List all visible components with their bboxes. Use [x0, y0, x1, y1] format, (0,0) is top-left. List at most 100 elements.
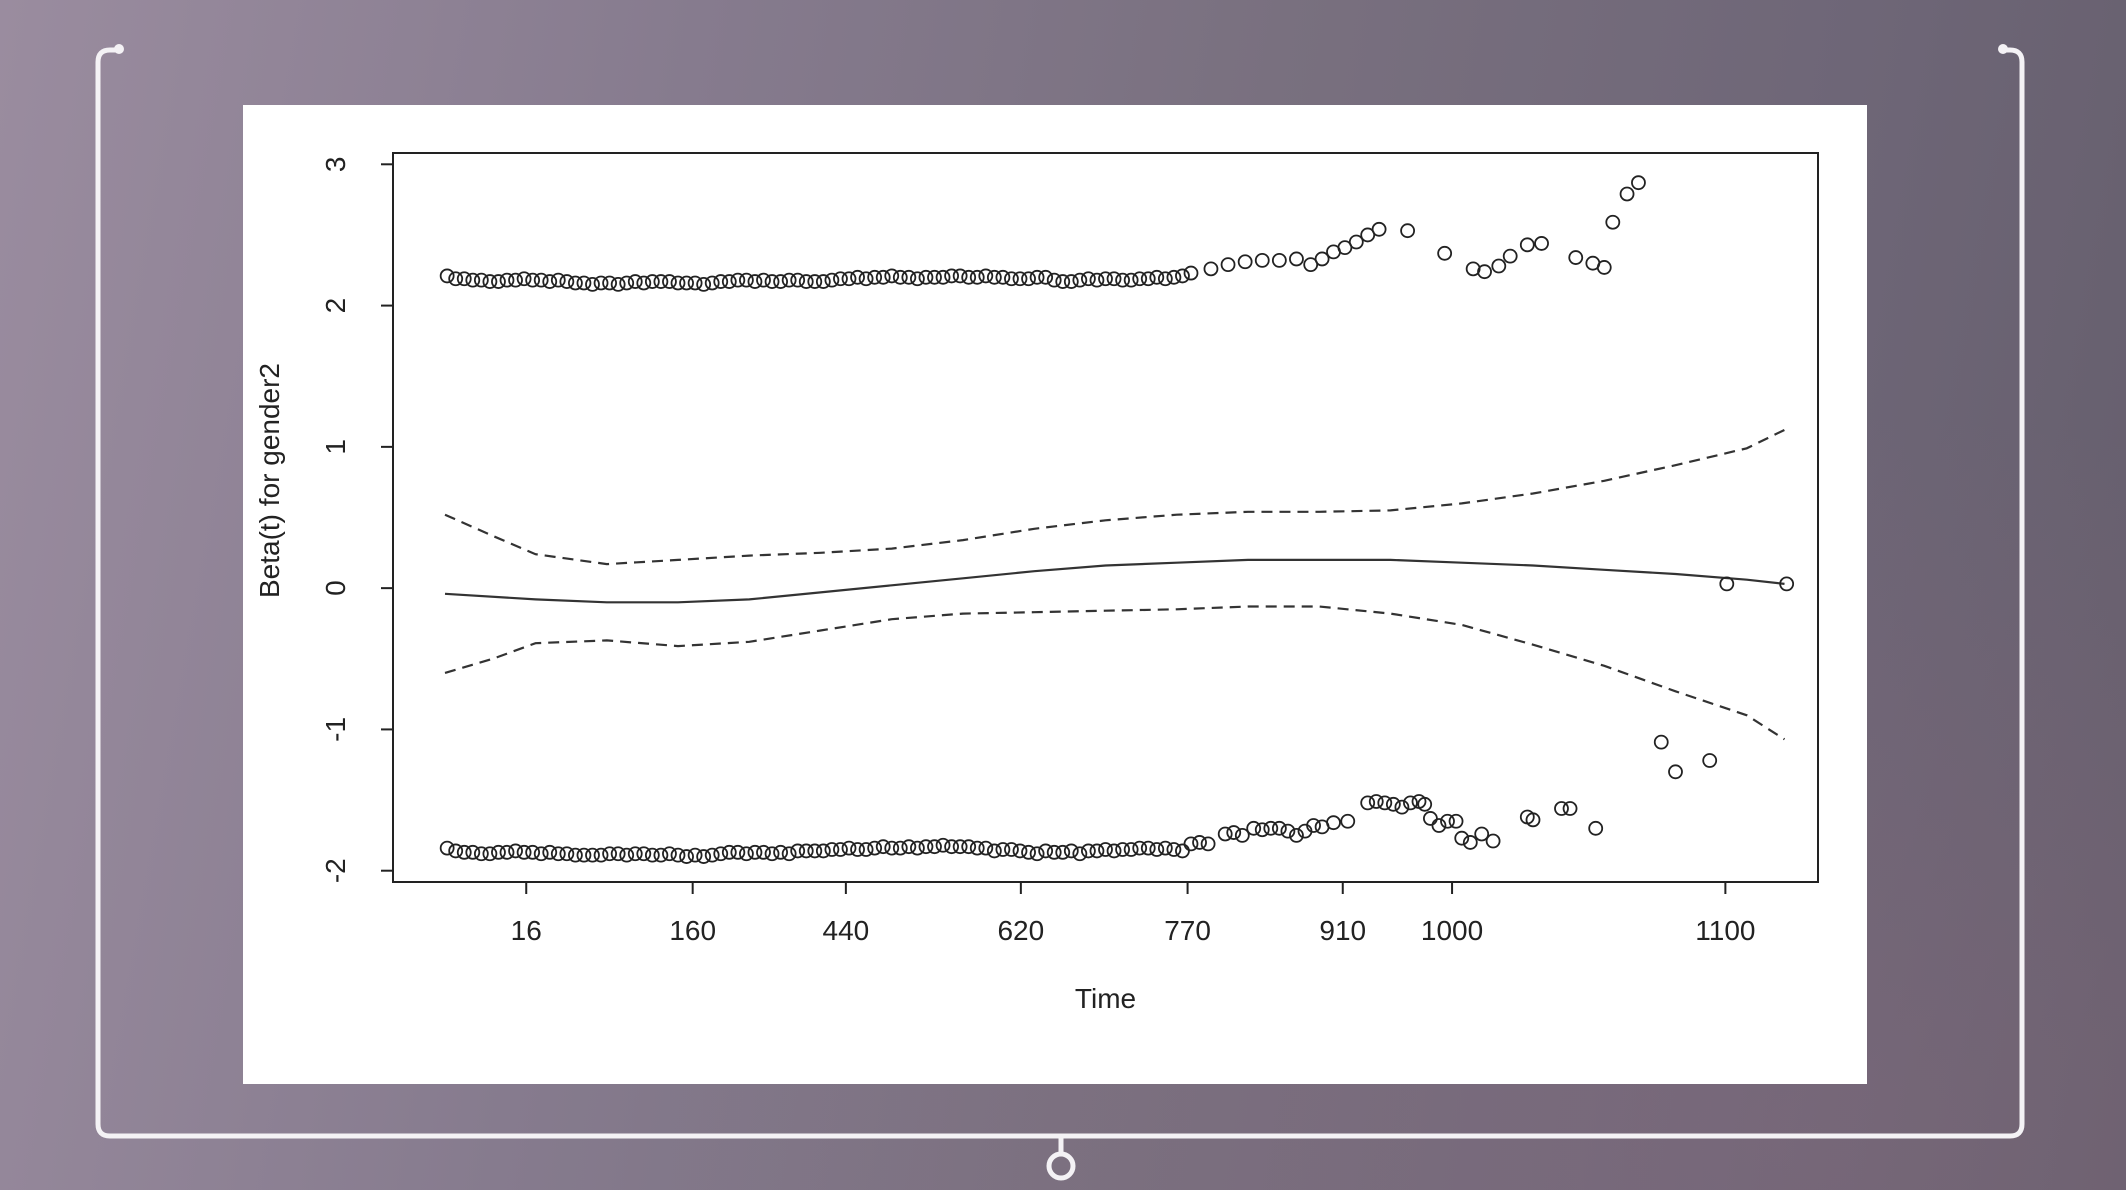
residual-point: [448, 843, 464, 859]
residual-point: [867, 269, 883, 285]
residual-point: [781, 272, 797, 288]
chart-card: 16 160 440 620 770 910 1000 1100 -2 -1 0 1 2 3 Time …: [243, 105, 1867, 1084]
residual-point: [1217, 826, 1233, 842]
residual-point: [858, 842, 874, 857]
residual-point: [696, 276, 712, 292]
residual-point: [892, 840, 908, 856]
x-tick-label: 1100: [1695, 915, 1755, 946]
residual-point: [824, 842, 840, 857]
residual-point: [986, 269, 1002, 285]
residual-point: [525, 844, 541, 860]
residual-point: [662, 846, 677, 862]
residual-point: [619, 275, 635, 291]
residual-point: [1303, 257, 1319, 273]
residual-point: [1263, 820, 1279, 836]
residual-point: [713, 274, 729, 289]
residual-point: [1166, 842, 1182, 857]
residual-point: [679, 849, 694, 864]
residual-point: [1368, 794, 1384, 809]
residual-point: [790, 272, 806, 288]
residual-point: [1254, 822, 1270, 838]
residual-point: [670, 847, 686, 863]
residual-point: [465, 272, 481, 288]
residual-point: [687, 275, 703, 291]
residual-point: [1519, 237, 1535, 253]
residual-point: [1502, 248, 1518, 264]
residual-point: [1106, 843, 1122, 859]
residual-point: [867, 840, 883, 856]
residual-point: [1462, 835, 1478, 850]
residual-point: [927, 269, 942, 285]
residual-point: [858, 271, 874, 287]
residual-point: [833, 271, 848, 287]
residual-point: [670, 275, 686, 291]
residual-point: [550, 272, 566, 288]
residual-point: [1234, 827, 1250, 843]
residual-point: [1668, 764, 1683, 780]
residual-point: [747, 844, 763, 860]
residual-point: [841, 840, 857, 856]
residual-point: [713, 846, 729, 862]
y-tick-label: -1: [320, 717, 351, 742]
residual-point: [773, 844, 788, 860]
y-tick-label: 2: [320, 298, 351, 314]
residual-point: [1063, 843, 1079, 859]
residual-point: [738, 272, 754, 288]
residual-point: [1477, 264, 1492, 280]
residual-point: [1089, 843, 1105, 859]
residual-point: [448, 271, 464, 287]
residual-point: [567, 275, 583, 291]
residual-point: [533, 846, 549, 862]
residual-point: [593, 847, 609, 863]
residual-point: [781, 846, 797, 862]
residual-point: [952, 268, 968, 284]
residual-point: [764, 274, 780, 289]
residual-point: [790, 843, 806, 859]
lower-band-line: [444, 605, 1786, 741]
residual-point: [1271, 820, 1287, 836]
residual-point: [1280, 823, 1296, 839]
y-tick-label: -2: [320, 858, 351, 883]
residual-point: [1417, 796, 1433, 812]
residual-point: [721, 274, 737, 289]
residual-point: [533, 272, 549, 288]
residual-point: [944, 839, 959, 855]
residual-point: [653, 274, 669, 289]
residual-point: [644, 847, 660, 863]
residual-point: [542, 844, 558, 860]
residual-point: [1440, 813, 1455, 829]
residual-point: [944, 268, 959, 284]
residual-point: [969, 269, 985, 285]
residual-point: [815, 843, 831, 859]
x-tick-label: 620: [997, 915, 1044, 946]
residual-point: [1021, 844, 1036, 860]
residual-point: [1098, 842, 1113, 857]
residual-point: [619, 847, 635, 863]
residual-point: [559, 846, 575, 862]
residual-point: [850, 842, 865, 857]
residual-point: [1306, 818, 1321, 833]
residual-point: [841, 271, 857, 287]
residual-point: [1588, 820, 1604, 836]
series-layer: [439, 175, 1795, 864]
residual-point: [636, 275, 652, 291]
residual-point: [1046, 272, 1062, 288]
residual-point: [1200, 836, 1216, 852]
residual-point: [1779, 576, 1795, 592]
residual-point: [1289, 827, 1304, 843]
residual-point: [1029, 846, 1045, 862]
residual-point: [1081, 271, 1096, 287]
residual-point: [1220, 257, 1236, 273]
residual-point: [756, 844, 771, 860]
residual-point: [1038, 843, 1054, 859]
residual-point: [910, 840, 925, 856]
residual-point: [1448, 813, 1464, 829]
residual-point: [884, 840, 900, 856]
residual-point: [1562, 801, 1578, 816]
residual-point: [1063, 274, 1079, 289]
residual-point: [1596, 260, 1612, 275]
residual-point: [1089, 272, 1105, 288]
residual-point: [952, 839, 968, 855]
residual-point: [935, 837, 951, 853]
